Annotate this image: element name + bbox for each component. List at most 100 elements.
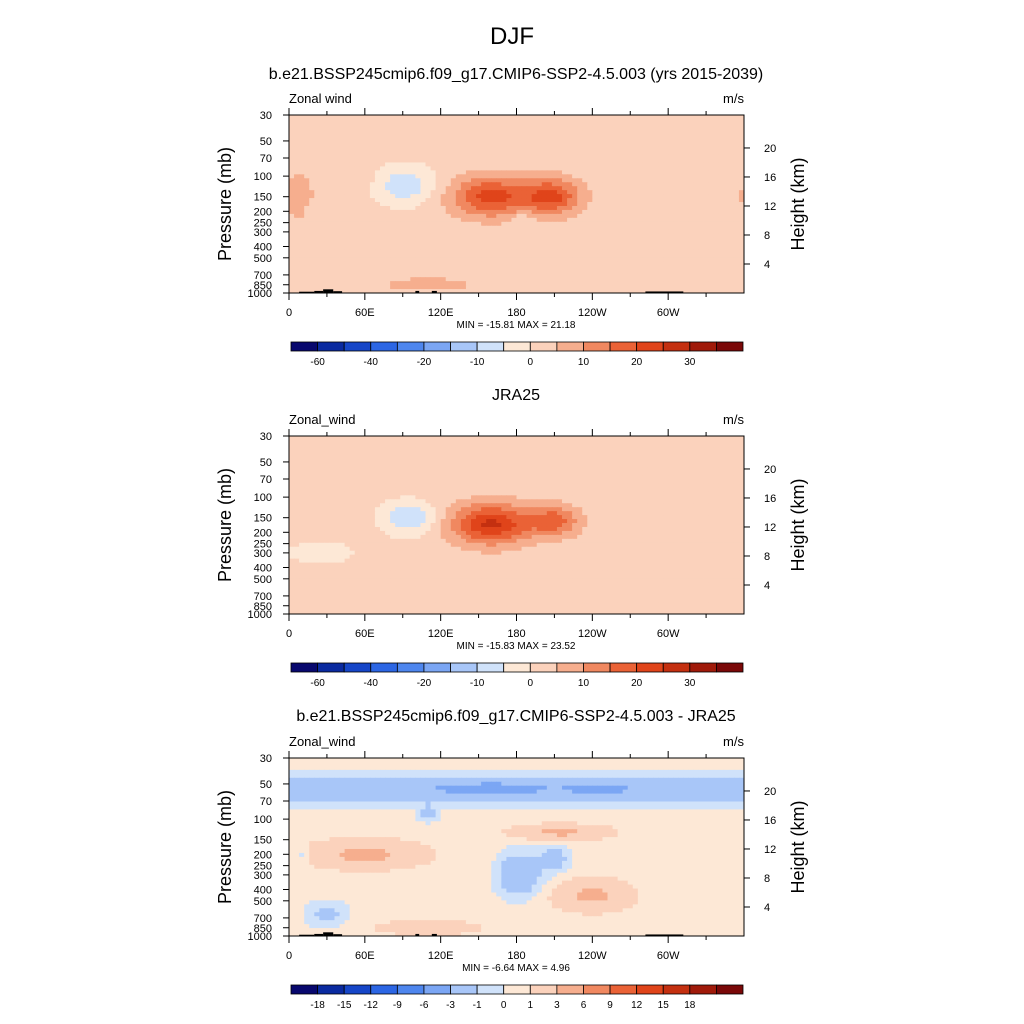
x-tick-label: 180: [507, 950, 525, 962]
colorbar-swatch: [556, 341, 584, 352]
colorbar-swatch: [450, 662, 478, 673]
colorbar-swatch: [290, 341, 318, 352]
colorbar-swatch: [636, 662, 664, 673]
x-tick-label: 60E: [355, 307, 375, 319]
colorbar-label: -15: [337, 1000, 352, 1011]
y-tick-label: 30: [260, 431, 272, 443]
panel-title: b.e21.BSSP245cmip6.f09_g17.CMIP6-SSP2-4.…: [296, 708, 735, 725]
colorbar-swatch: [636, 341, 664, 352]
topography: [299, 289, 684, 293]
colorbar-swatch: [396, 341, 425, 352]
contour-field: [289, 758, 744, 936]
colorbar-swatch: [689, 662, 717, 673]
colorbar-label: 15: [658, 1000, 670, 1011]
colorbar-label: -9: [393, 1000, 402, 1011]
colorbar-swatch: [370, 662, 398, 673]
colorbar-swatch: [423, 341, 451, 352]
colorbar-label: -18: [310, 1000, 325, 1011]
y-tick-label: 1000: [248, 931, 272, 943]
colorbar-swatch: [583, 662, 611, 673]
y-tick-label: 150: [254, 835, 272, 847]
y-tick-label: 300: [254, 548, 272, 560]
height-tick-label: 20: [764, 786, 776, 798]
colorbar-swatch: [662, 984, 691, 995]
colorbar-swatch: [396, 662, 425, 673]
colorbar: -60 -40 -20 -10 0 10 20 30: [290, 662, 744, 689]
x-tick-label: 60E: [355, 628, 375, 640]
y-tick-label: 1000: [248, 288, 272, 300]
colorbar-swatch: [450, 984, 478, 995]
y-tick-label: 700: [254, 913, 272, 925]
colorbar-swatch: [529, 341, 558, 352]
colorbar-label: 0: [501, 1000, 507, 1011]
colorbar-label: 30: [684, 678, 696, 689]
y-tick-label: 300: [254, 870, 272, 882]
colorbar-swatch: [476, 341, 505, 352]
colorbar-swatch: [396, 984, 425, 995]
y-tick-label: 400: [254, 241, 272, 253]
colorbar-swatch: [583, 341, 611, 352]
y-tick-label: 200: [254, 527, 272, 539]
colorbar-label: -40: [364, 678, 379, 689]
field-label: Zonal_wind: [289, 412, 356, 427]
colorbar-label: -10: [470, 357, 485, 368]
y-axis-title-right: Height (km): [788, 478, 808, 571]
panels: b.e21.BSSP245cmip6.f09_g17.CMIP6-SSP2-4.…: [215, 66, 808, 1011]
y-tick-label: 70: [260, 796, 272, 808]
y-axis-title-right: Height (km): [788, 157, 808, 250]
colorbar-label: 20: [631, 357, 643, 368]
panel-title: JRA25: [492, 387, 540, 404]
height-tick-label: 8: [764, 230, 770, 242]
colorbar-swatch: [317, 984, 345, 995]
colorbar: -60 -40 -20 -10 0 10 20 30: [290, 341, 744, 368]
colorbar-swatch: [529, 984, 558, 995]
x-tick-label: 120E: [428, 950, 454, 962]
panel-3: b.e21.BSSP245cmip6.f09_g17.CMIP6-SSP2-4.…: [215, 708, 808, 1011]
y-tick-label: 400: [254, 884, 272, 896]
colorbar-swatch: [716, 341, 744, 352]
colorbar-label: -10: [470, 678, 485, 689]
colorbar-swatch: [423, 662, 451, 673]
x-tick-label: 180: [507, 307, 525, 319]
colorbar-swatch: [662, 662, 691, 673]
colorbar-swatch: [689, 984, 717, 995]
height-tick-label: 16: [764, 815, 776, 827]
y-tick-label: 700: [254, 591, 272, 603]
x-tick-label: 60W: [657, 950, 680, 962]
colorbar-swatch: [609, 341, 638, 352]
colorbar-swatch: [370, 984, 398, 995]
height-tick-label: 20: [764, 464, 776, 476]
units-label: m/s: [723, 91, 744, 106]
height-tick-label: 16: [764, 493, 776, 505]
y-tick-label: 50: [260, 136, 272, 148]
y-tick-label: 70: [260, 153, 272, 165]
x-tick-label: 120W: [578, 628, 607, 640]
colorbar-swatch: [716, 984, 744, 995]
colorbar-label: 10: [578, 678, 590, 689]
x-tick-label: 60W: [657, 628, 680, 640]
y-tick-label: 30: [260, 110, 272, 122]
x-tick-label: 120E: [428, 628, 454, 640]
y-tick-label: 100: [254, 171, 272, 183]
min-max-label: MIN = -6.64 MAX = 4.96: [462, 963, 570, 974]
contour-field: [289, 436, 744, 614]
y-tick-label: 500: [254, 253, 272, 265]
x-tick-label: 0: [286, 628, 292, 640]
y-axis-title: Pressure (mb): [215, 790, 235, 904]
colorbar-swatch: [583, 984, 611, 995]
y-tick-label: 850: [254, 601, 272, 613]
field-label: Zonal_wind: [289, 734, 356, 749]
colorbar-label: 6: [581, 1000, 587, 1011]
y-tick-label: 250: [254, 861, 272, 873]
y-axis-title: Pressure (mb): [215, 147, 235, 261]
y-tick-label: 100: [254, 814, 272, 826]
y-tick-label: 50: [260, 457, 272, 469]
colorbar-label: 30: [684, 357, 696, 368]
colorbar-swatch: [317, 341, 345, 352]
x-tick-label: 180: [507, 628, 525, 640]
x-tick-label: 60W: [657, 307, 680, 319]
y-tick-label: 150: [254, 192, 272, 204]
y-tick-label: 500: [254, 896, 272, 908]
colorbar-swatch: [476, 662, 505, 673]
